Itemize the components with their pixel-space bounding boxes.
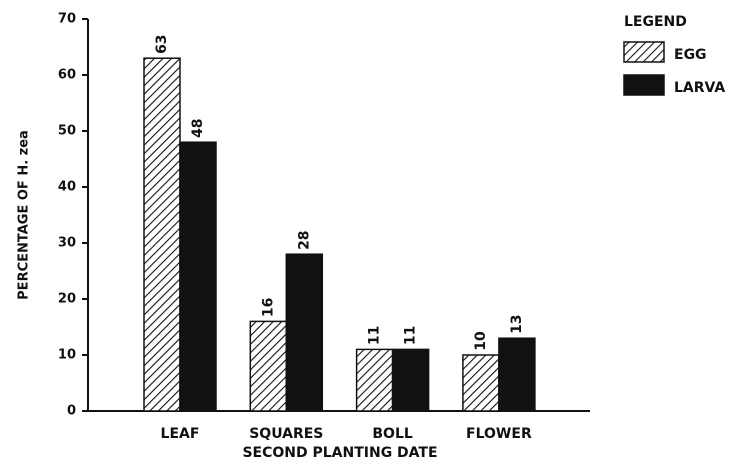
value-label: 11 [367,326,383,345]
y-tick-label: 30 [58,236,76,251]
value-label: 28 [296,230,312,249]
y-tick-label: 40 [58,180,76,195]
y-tick-label: 50 [58,124,76,139]
bar [498,337,536,412]
x-tick-label: FLOWER [466,426,532,442]
value-label: 63 [154,34,170,53]
y-tick-label: 60 [58,68,76,83]
bar [462,354,500,412]
bar [143,57,181,412]
bar [249,320,288,412]
y-tick-label: 0 [67,404,76,419]
x-axis-label: SECOND PLANTING DATE [242,445,437,461]
legend-swatch [623,74,665,96]
value-label: 13 [509,314,525,333]
bar [355,348,394,412]
legend-label: EGG [674,47,707,63]
y-tick-label: 20 [58,292,76,307]
x-tick-label: LEAF [161,426,200,442]
x-tick-label: BOLL [372,426,412,442]
value-label: 11 [403,326,419,345]
bar [391,348,430,412]
legend-title: LEGEND [624,14,687,30]
value-label: 48 [190,118,206,137]
value-label: 16 [260,298,276,317]
bar [285,253,324,412]
value-label: 10 [473,331,489,351]
x-tick-label: SQUARES [249,426,323,442]
legend-swatch [623,41,665,63]
bar [179,141,217,412]
y-axis-label: PERCENTAGE OF H. zea [17,130,32,300]
y-tick-label: 70 [58,12,76,27]
y-tick-label: 10 [58,348,76,363]
legend-label: LARVA [674,80,725,96]
